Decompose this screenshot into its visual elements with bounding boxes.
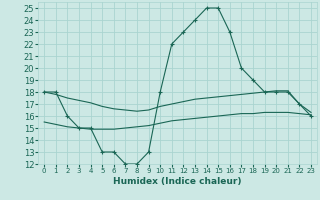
X-axis label: Humidex (Indice chaleur): Humidex (Indice chaleur) bbox=[113, 177, 242, 186]
